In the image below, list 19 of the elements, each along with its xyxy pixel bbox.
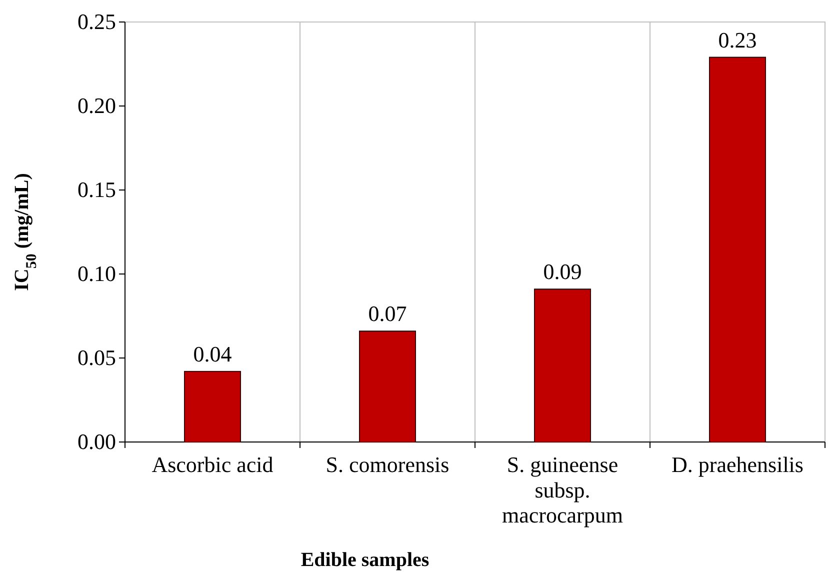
bar [534,288,591,442]
bar [709,56,766,442]
text: 0.00 [78,429,116,454]
text: 0.20 [78,93,116,118]
x-tick-label: D. praehensilis [672,452,804,477]
text: 0.25 [78,9,116,34]
x-tick-label: S. comorensis [326,452,450,477]
data-label: 0.09 [543,259,582,284]
bar [184,370,241,442]
x-tick-label: S. guineense subsp. macrocarpum [502,452,623,528]
data-label: 0.04 [193,341,232,366]
data-label: 0.23 [718,27,757,52]
data-label: 0.07 [368,301,407,326]
x-tick-label: Ascorbic acid [152,452,274,477]
text: 0.15 [78,177,116,202]
text: 0.10 [78,261,116,286]
text: 0.05 [78,345,116,370]
bar [359,330,416,442]
x-axis-title: Edible samples [300,549,430,571]
